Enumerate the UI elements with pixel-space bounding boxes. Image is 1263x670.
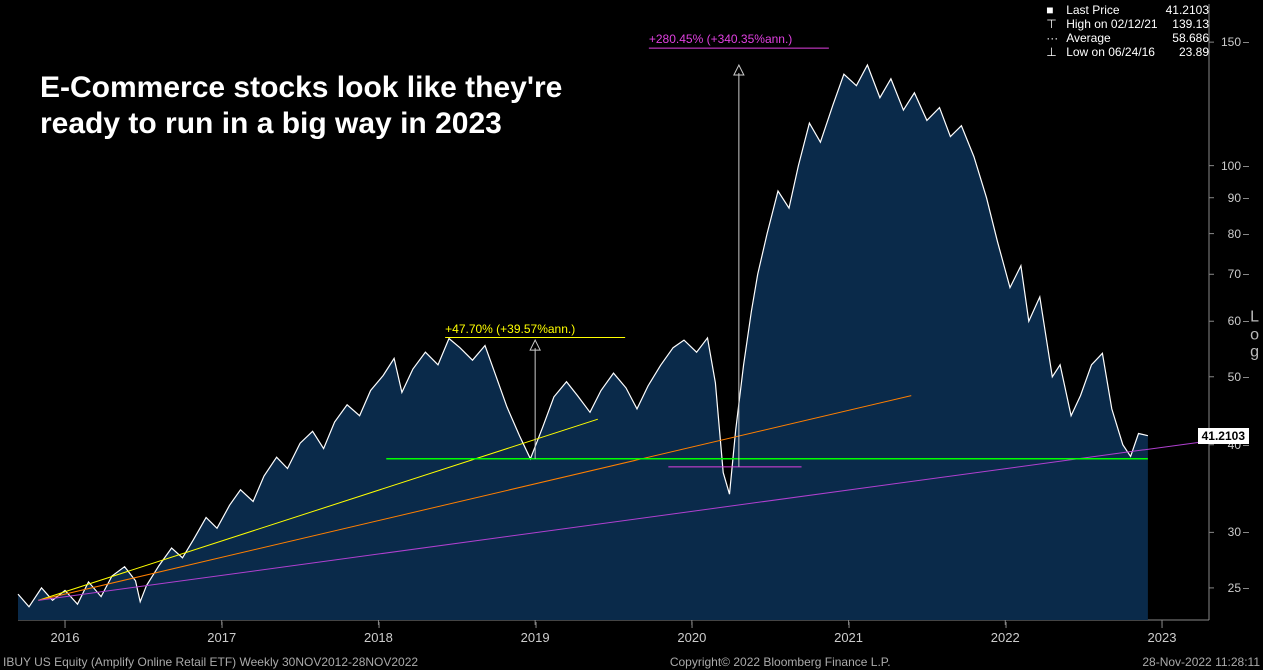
x-tick: 2020	[677, 630, 706, 645]
y-tick: 50	[1228, 370, 1241, 384]
legend-marker-icon: ⊥	[1042, 45, 1062, 59]
footer-left: IBUY US Equity (Amplify Online Retail ET…	[3, 655, 418, 669]
x-tick: 2016	[51, 630, 80, 645]
legend-marker-icon: ···	[1042, 31, 1062, 45]
legend-value: 41.2103	[1162, 3, 1213, 17]
y-tick: 80	[1228, 227, 1241, 241]
legend-label: Last Price	[1062, 3, 1161, 17]
price-area	[18, 65, 1148, 620]
legend-row: ⊤High on 02/12/21139.13	[1042, 17, 1213, 31]
x-axis-ticks: 2016 2017 2018 2019 2020 2021 2022 2023	[0, 622, 1263, 650]
y-tick: 30	[1228, 525, 1241, 539]
x-tick: 2019	[521, 630, 550, 645]
y-tick: 25	[1228, 581, 1241, 595]
legend-marker-icon: ■	[1042, 3, 1062, 17]
x-tick: 2017	[207, 630, 236, 645]
footer-center: Copyright© 2022 Bloomberg Finance L.P.	[670, 655, 891, 669]
legend-label: Low on 06/24/16	[1062, 45, 1161, 59]
legend-value: 139.13	[1162, 17, 1213, 31]
legend-box: ■Last Price41.2103⊤High on 02/12/21139.1…	[1042, 3, 1213, 59]
y-tick: 100	[1221, 159, 1241, 173]
current-price-flag: 41.2103	[1198, 428, 1249, 444]
footer-bar: IBUY US Equity (Amplify Online Retail ET…	[0, 653, 1263, 670]
legend-value: 23.89	[1162, 45, 1213, 59]
y-tick: 90	[1228, 191, 1241, 205]
legend-label: Average	[1062, 31, 1161, 45]
x-tick: 2023	[1148, 630, 1177, 645]
y-tick: 60	[1228, 314, 1241, 328]
legend-value: 58.686	[1162, 31, 1213, 45]
footer-right: 28-Nov-2022 11:28:11	[1142, 655, 1260, 669]
x-tick: 2018	[364, 630, 393, 645]
chart-container: E-Commerce stocks look like they're read…	[0, 0, 1263, 670]
y-tick: 150	[1221, 35, 1241, 49]
chart-svg	[0, 0, 1263, 670]
x-tick: 2022	[991, 630, 1020, 645]
legend-row: ⊥Low on 06/24/1623.89	[1042, 45, 1213, 59]
legend-marker-icon: ⊤	[1042, 17, 1062, 31]
y-tick: 70	[1228, 267, 1241, 281]
legend-row: ■Last Price41.2103	[1042, 3, 1213, 17]
legend-label: High on 02/12/21	[1062, 17, 1161, 31]
legend-row: ···Average58.686	[1042, 31, 1213, 45]
x-tick: 2021	[834, 630, 863, 645]
y-axis-label: Log	[1250, 309, 1261, 362]
